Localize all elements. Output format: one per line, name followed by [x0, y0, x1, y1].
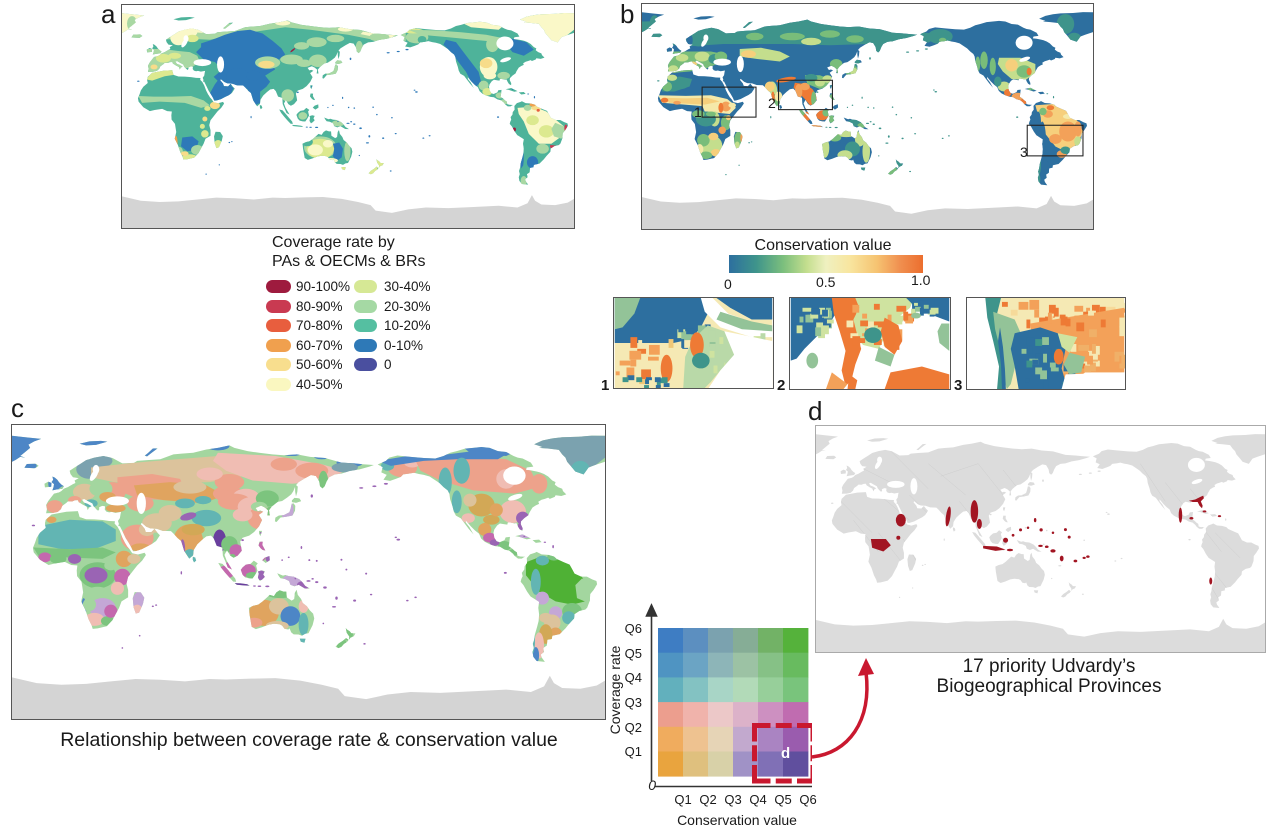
svg-text:d: d	[781, 745, 790, 762]
svg-text:0: 0	[648, 777, 656, 793]
